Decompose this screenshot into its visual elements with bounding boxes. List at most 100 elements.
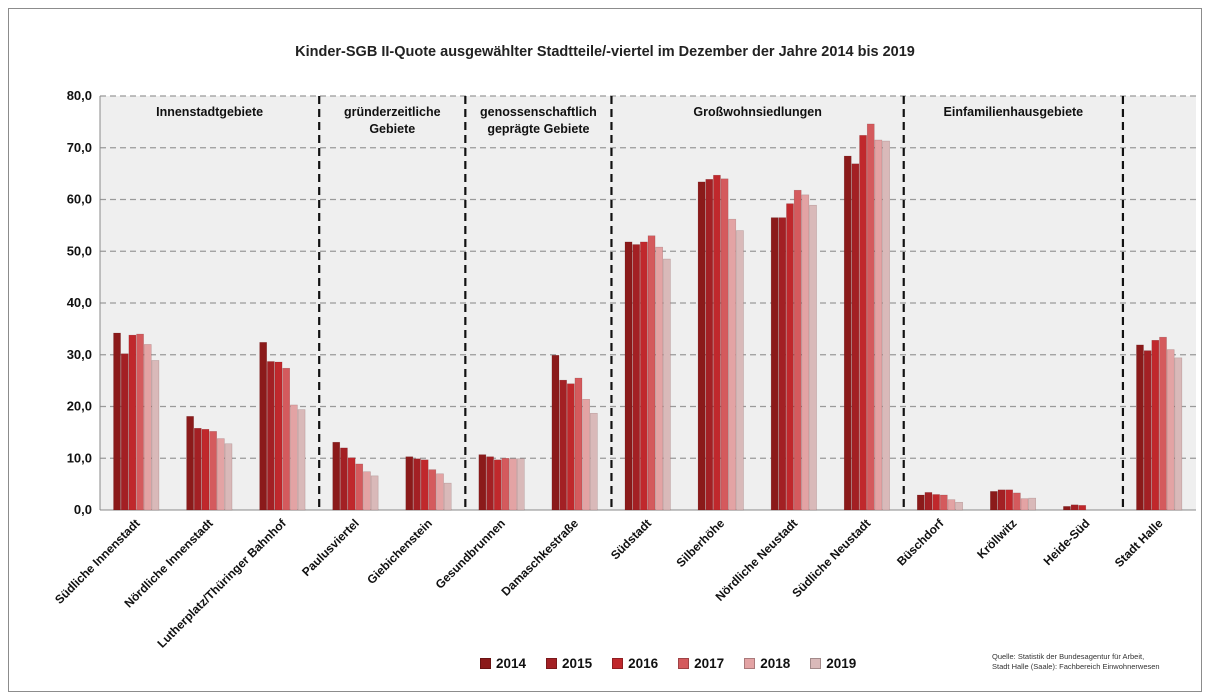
bar-2017 bbox=[355, 463, 364, 511]
bar-2015 bbox=[851, 163, 860, 511]
legend-label: 2019 bbox=[826, 656, 857, 671]
bar-2015 bbox=[705, 179, 714, 511]
x-tick-label: Damaschkestraße bbox=[499, 516, 582, 599]
group-label: gründerzeitliche bbox=[344, 105, 441, 119]
bar-2016 bbox=[1151, 340, 1160, 511]
bar-2015 bbox=[997, 489, 1006, 511]
legend-swatch bbox=[546, 658, 558, 669]
bar-2018 bbox=[143, 344, 152, 511]
bar-2019 bbox=[1028, 497, 1036, 511]
bar-2014 bbox=[624, 241, 633, 511]
bar-2015 bbox=[486, 456, 494, 511]
bar-2018 bbox=[363, 471, 371, 511]
bar-2016 bbox=[786, 203, 794, 511]
legend-item-2019: 2019 bbox=[810, 656, 856, 671]
bar-2016 bbox=[932, 494, 940, 511]
bar-2014 bbox=[332, 441, 341, 511]
bar-2014 bbox=[113, 332, 121, 511]
legend-label: 2016 bbox=[628, 656, 659, 671]
bar-2019 bbox=[809, 204, 817, 511]
bar-2019 bbox=[224, 443, 233, 511]
bar-2014 bbox=[990, 491, 998, 511]
bar-2019 bbox=[736, 230, 744, 511]
bar-2018 bbox=[217, 438, 225, 511]
bar-2014 bbox=[770, 217, 779, 511]
legend-item-2015: 2015 bbox=[546, 656, 592, 671]
x-tick-label: Nördliche Neustadt bbox=[713, 516, 801, 604]
bar-2017 bbox=[209, 431, 217, 511]
bar-2018 bbox=[436, 473, 444, 511]
bar-2015 bbox=[194, 427, 202, 511]
bar-2014 bbox=[478, 454, 487, 511]
legend-item-2017: 2017 bbox=[678, 656, 724, 671]
legend-item-2018: 2018 bbox=[744, 656, 790, 671]
bar-2016 bbox=[420, 459, 429, 511]
bar-2016 bbox=[128, 334, 137, 511]
group-label: Großwohnsiedlungen bbox=[693, 105, 821, 119]
bar-2018 bbox=[728, 218, 737, 511]
bar-2015 bbox=[120, 353, 129, 511]
bar-2019 bbox=[663, 258, 671, 511]
bar-2014 bbox=[917, 494, 925, 511]
bar-2017 bbox=[1013, 492, 1021, 511]
bar-2017 bbox=[282, 367, 290, 511]
bar-2019 bbox=[370, 475, 379, 511]
bar-2016 bbox=[201, 429, 210, 511]
x-tick-label: Gesundbrunnen bbox=[433, 516, 508, 591]
bar-2018 bbox=[290, 404, 298, 511]
bar-2017 bbox=[720, 178, 729, 511]
bar-2017 bbox=[574, 377, 583, 511]
legend-label: 2015 bbox=[562, 656, 593, 671]
bar-2017 bbox=[647, 235, 656, 511]
y-tick-label: 30,0 bbox=[67, 347, 92, 362]
bar-2018 bbox=[801, 194, 810, 511]
legend-swatch bbox=[612, 658, 624, 669]
legend-label: 2014 bbox=[496, 656, 527, 671]
bar-2019 bbox=[297, 409, 306, 511]
source-line-1: Quelle: Statistik der Bundesagentur für … bbox=[992, 652, 1145, 661]
legend-item-2016: 2016 bbox=[612, 656, 658, 671]
bar-2018 bbox=[874, 139, 883, 511]
bar-2019 bbox=[955, 501, 963, 511]
source-note: Quelle: Statistik der Bundesagentur für … bbox=[992, 652, 1160, 672]
bar-2019 bbox=[882, 140, 890, 511]
bar-2017 bbox=[136, 333, 144, 511]
bar-2015 bbox=[924, 492, 933, 511]
group-label: Innenstadtgebiete bbox=[156, 105, 263, 119]
legend-label: 2017 bbox=[694, 656, 725, 671]
bar-2014 bbox=[1136, 344, 1144, 511]
legend-label: 2018 bbox=[760, 656, 791, 671]
bar-2015 bbox=[1070, 504, 1079, 511]
x-tick-label: Südliche Neustadt bbox=[789, 516, 873, 600]
bar-2016 bbox=[640, 241, 648, 511]
x-tick-label: Silberhöhe bbox=[673, 516, 727, 570]
x-tick-label: Giebichenstein bbox=[364, 516, 435, 587]
legend-swatch bbox=[744, 658, 756, 669]
bar-2019 bbox=[443, 482, 452, 511]
bar-2019 bbox=[151, 360, 160, 511]
bar-2019 bbox=[1174, 357, 1183, 511]
bar-2017 bbox=[501, 458, 510, 511]
legend-swatch bbox=[810, 658, 822, 669]
bar-2015 bbox=[1143, 350, 1152, 511]
bar-2019 bbox=[590, 412, 598, 511]
bar-2015 bbox=[340, 447, 348, 511]
bar-2014 bbox=[697, 181, 706, 511]
bar-2016 bbox=[1005, 489, 1013, 511]
bar-2016 bbox=[1078, 505, 1087, 511]
y-tick-label: 70,0 bbox=[67, 140, 92, 155]
source-line-2: Stadt Halle (Saale): Fachbereich Einwohn… bbox=[992, 662, 1160, 671]
bar-2017 bbox=[793, 189, 802, 511]
x-tick-label: Heide-Süd bbox=[1041, 516, 1093, 568]
group-label: genossenschaftlich bbox=[480, 105, 597, 119]
x-tick-label: Paulusviertel bbox=[299, 516, 362, 579]
bar-2018 bbox=[509, 458, 517, 511]
bar-2014 bbox=[843, 155, 852, 511]
bar-2018 bbox=[582, 399, 590, 511]
bar-2017 bbox=[866, 123, 875, 511]
x-tick-label: Stadt Halle bbox=[1112, 516, 1166, 570]
bar-2019 bbox=[516, 458, 525, 511]
bar-2014 bbox=[259, 342, 267, 511]
group-label: Gebiete bbox=[369, 122, 415, 136]
